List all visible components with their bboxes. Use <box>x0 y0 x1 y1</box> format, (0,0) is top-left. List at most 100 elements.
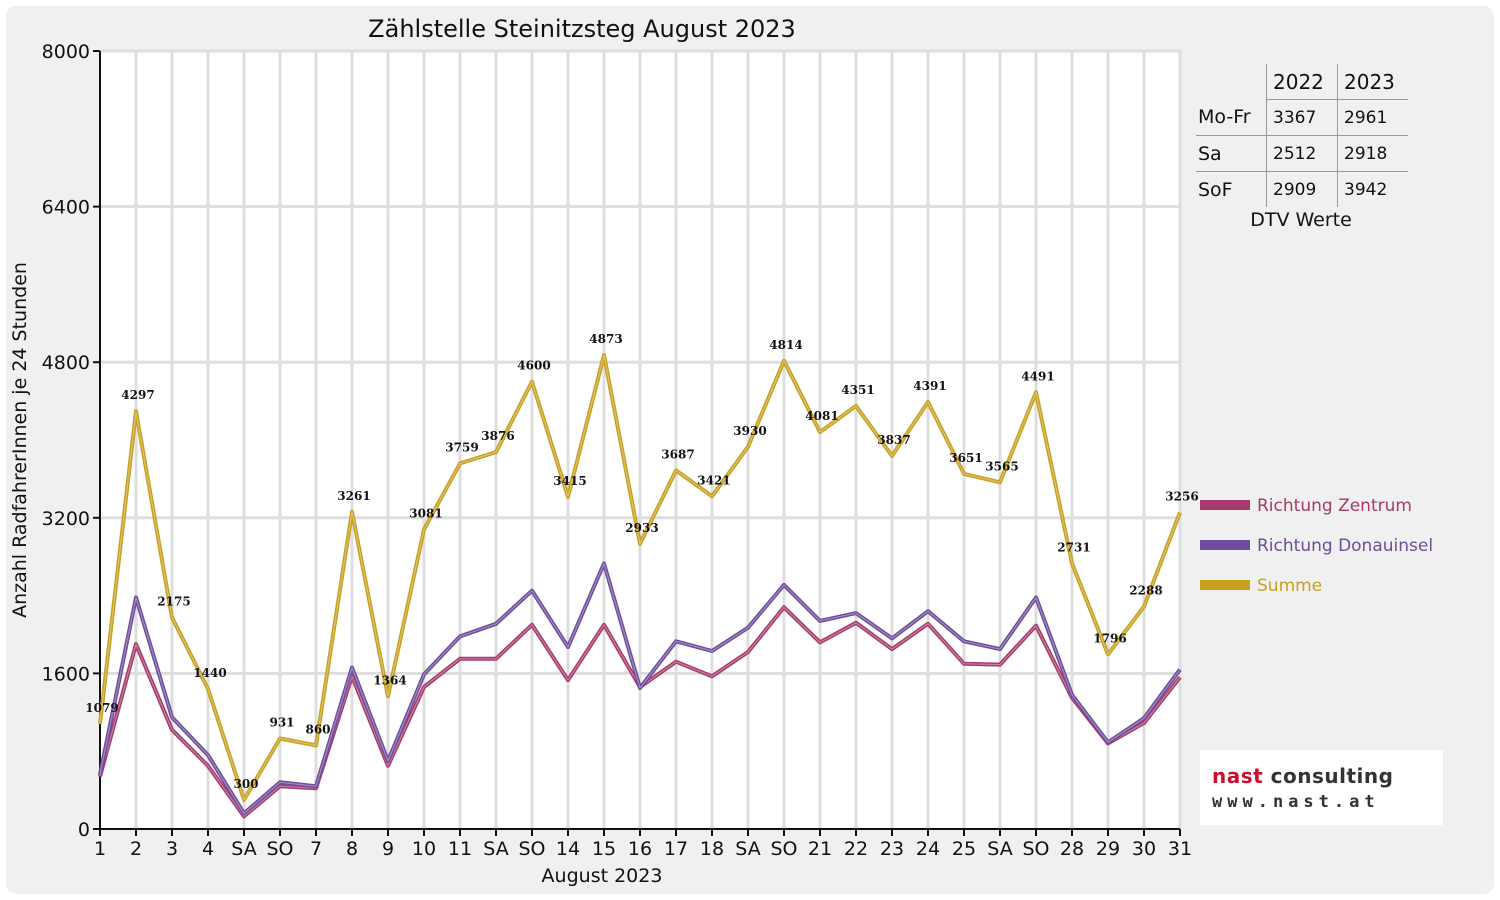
data-label: 1079 <box>85 701 118 715</box>
dtv-year-2023: 2023 <box>1337 64 1408 100</box>
data-label: 2288 <box>1129 583 1162 597</box>
series-line-highlight <box>99 354 1181 801</box>
x-tick-label: 29 <box>1096 838 1120 860</box>
legend: Richtung Zentrum Richtung Donauinsel Summe <box>1200 496 1433 596</box>
data-label: 3261 <box>337 489 370 503</box>
logo-url: www.nast.at <box>1212 792 1380 812</box>
data-label: 3421 <box>697 473 730 487</box>
x-tick-label: SA <box>987 838 1012 860</box>
dtv-header-row: 2022 2023 <box>1196 64 1408 100</box>
data-label: 2731 <box>1057 540 1090 554</box>
x-tick-label: 4 <box>202 838 214 860</box>
data-label: 3565 <box>985 459 1018 473</box>
dtv-row-sa: Sa 2512 2918 <box>1196 135 1408 172</box>
dtv-row-mofr: Mo-Fr 3367 2961 <box>1196 99 1408 136</box>
data-label: 3930 <box>733 424 766 438</box>
dtv-cell: 3367 <box>1266 99 1338 136</box>
data-label: 4391 <box>913 379 946 393</box>
x-tick-label: 3 <box>166 838 178 860</box>
dtv-row-label: SoF <box>1198 178 1233 201</box>
data-label: 300 <box>233 777 258 791</box>
data-label: 4297 <box>121 388 154 402</box>
x-tick-label: 7 <box>310 838 322 860</box>
legend-label: Richtung Donauinsel <box>1257 536 1433 556</box>
data-label: 4814 <box>769 338 802 352</box>
legend-swatch <box>1200 580 1250 590</box>
x-tick-label: 8 <box>346 838 358 860</box>
legend-label: Summe <box>1257 576 1322 596</box>
x-tick-label: 22 <box>844 838 868 860</box>
logo-brand-part1: nast <box>1212 764 1264 788</box>
legend-swatch <box>1200 500 1250 510</box>
dtv-year-2022: 2022 <box>1266 64 1338 100</box>
series-lines <box>98 353 1182 819</box>
x-tick-label: 2 <box>130 838 142 860</box>
dtv-cell: 2909 <box>1266 171 1338 207</box>
x-tick-label: 24 <box>916 838 940 860</box>
x-tick-label: SO <box>1022 838 1049 860</box>
data-label: 3837 <box>877 433 910 447</box>
x-tick-label: 18 <box>700 838 724 860</box>
data-label: 860 <box>305 722 330 736</box>
series-line-highlight <box>99 562 1181 815</box>
dtv-table: 2022 2023 Mo-Fr 3367 2961 Sa 2512 2918 S… <box>1196 64 1408 207</box>
x-tick-label: SO <box>518 838 545 860</box>
x-tick-label: SA <box>483 838 508 860</box>
dtv-cell: 2512 <box>1266 135 1338 172</box>
logo: nast consulting www.nast.at <box>1200 750 1443 825</box>
axes <box>93 50 1181 836</box>
series-richtung-donauinsel <box>98 561 1182 816</box>
x-tick-label: SO <box>266 838 293 860</box>
x-tick-label: 9 <box>382 838 394 860</box>
x-tick-label: 17 <box>664 838 688 860</box>
data-label: 4600 <box>517 359 550 373</box>
x-tick-label: 30 <box>1132 838 1156 860</box>
y-tick-label: 0 <box>78 819 90 841</box>
data-label: 2175 <box>157 594 190 608</box>
x-tick-label: 31 <box>1168 838 1192 860</box>
logo-brand: nast consulting <box>1212 764 1393 788</box>
chart-title: Zählstelle Steinitzsteg August 2023 <box>368 15 796 43</box>
data-label: 3256 <box>1165 489 1198 503</box>
x-tick-label: 25 <box>952 838 976 860</box>
x-tick-label: 16 <box>628 838 652 860</box>
x-tick-label: 10 <box>412 838 436 860</box>
dtv-cell: 2918 <box>1337 135 1408 172</box>
data-label: 1796 <box>1093 631 1126 645</box>
dtv-corner <box>1196 64 1267 100</box>
data-label: 4351 <box>841 383 874 397</box>
x-tick-label: 21 <box>808 838 832 860</box>
data-label: 4081 <box>805 409 838 423</box>
data-label: 3081 <box>409 506 442 520</box>
dtv-caption: DTV Werte <box>1250 209 1352 231</box>
dtv-row-label: Mo-Fr <box>1196 99 1267 136</box>
dtv-row-sof: SoF 2909 3942 <box>1196 171 1408 207</box>
data-label: 2933 <box>625 521 658 535</box>
dtv-row-label: Sa <box>1196 135 1267 172</box>
y-axis-title: Anzahl RadfahrerInnen je 24 Stunden <box>9 262 31 618</box>
x-tick-label: SA <box>231 838 256 860</box>
x-tick-label: 11 <box>448 838 472 860</box>
data-label: 3687 <box>661 447 694 461</box>
x-tick-label: SA <box>735 838 760 860</box>
grid <box>100 49 1182 829</box>
logo-brand-part2: consulting <box>1263 764 1394 788</box>
dtv-cell: 2961 <box>1337 99 1408 136</box>
y-tick-label: 6400 <box>42 197 90 219</box>
legend-swatch <box>1200 540 1250 550</box>
data-labels: 1079 4297 2175 1440 300 931 860 3261 1364 3081 375… <box>85 332 1198 791</box>
series-line <box>98 353 1182 802</box>
x-tick-label: 15 <box>592 838 616 860</box>
legend-label: Richtung Zentrum <box>1257 496 1412 516</box>
y-tick-label: 3200 <box>42 508 90 530</box>
y-tick-label: 4800 <box>42 352 90 374</box>
data-label: 1440 <box>193 666 226 680</box>
x-tick-label: 23 <box>880 838 904 860</box>
data-label: 3415 <box>553 474 586 488</box>
x-tick-label: 28 <box>1060 838 1084 860</box>
dtv-cell: 3942 <box>1337 171 1408 207</box>
data-label: 1364 <box>373 673 406 687</box>
data-label: 4873 <box>589 332 622 346</box>
data-label: 4491 <box>1021 369 1054 383</box>
